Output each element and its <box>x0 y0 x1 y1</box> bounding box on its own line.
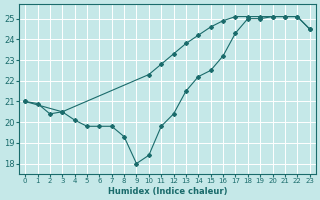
X-axis label: Humidex (Indice chaleur): Humidex (Indice chaleur) <box>108 187 227 196</box>
